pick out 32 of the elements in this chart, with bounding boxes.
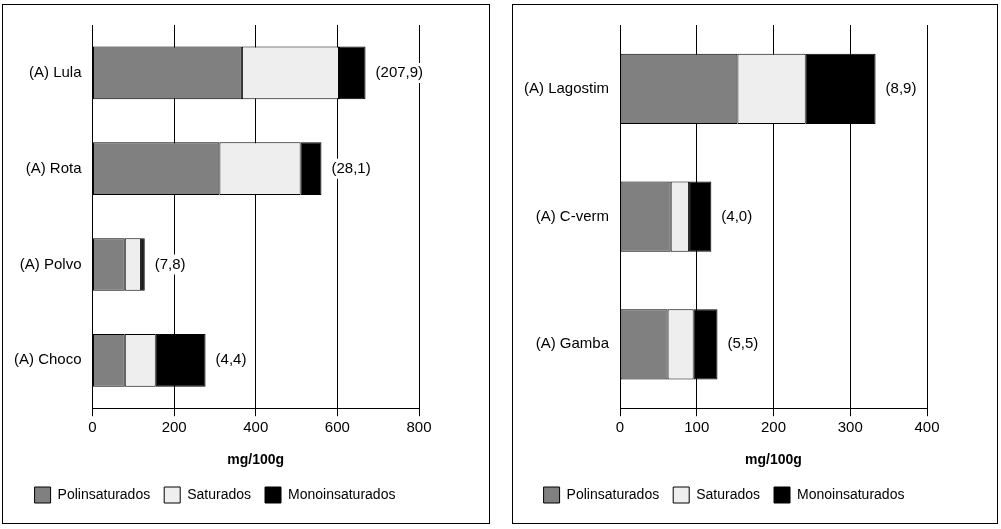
x-tick-label: 0 xyxy=(615,418,625,436)
y-tick-label: (A) Rota xyxy=(25,158,83,176)
x-tick-label: 200 xyxy=(161,418,187,436)
annotation: (8,9) xyxy=(885,79,917,97)
x-axis-title: mg/100g xyxy=(745,451,802,468)
legend-label: Polinsaturados xyxy=(57,485,151,502)
legend-label: Monoinsaturados xyxy=(797,485,905,502)
annotation: (207,9) xyxy=(375,63,424,81)
legend-label: Saturados xyxy=(187,485,252,502)
x-tick-label: 100 xyxy=(684,418,710,436)
y-tick-label: (A) Lagostim xyxy=(524,79,610,97)
x-tick-label: 600 xyxy=(324,418,350,436)
x-tick-label: 400 xyxy=(914,418,940,436)
y-tick-label: (A) Gamba xyxy=(535,334,610,352)
x-tick-label: 400 xyxy=(243,418,269,436)
legend-label: Monoinsaturados xyxy=(288,485,396,502)
annotation: (4,0) xyxy=(721,206,753,224)
x-tick-label: 200 xyxy=(761,418,787,436)
annotation: (4,4) xyxy=(215,350,247,368)
x-tick-label: 800 xyxy=(406,418,432,436)
legend-label: Saturados xyxy=(696,485,761,502)
annotation: (5,5) xyxy=(727,334,759,352)
y-tick-label: (A) C-verm xyxy=(535,206,610,224)
annotation: (28,1) xyxy=(331,158,371,176)
annotation: (7,8) xyxy=(154,254,186,272)
x-tick-label: 0 xyxy=(88,418,97,436)
y-tick-label: (A) Lula xyxy=(28,63,83,81)
y-tick-label: (A) Choco xyxy=(13,350,82,368)
x-axis-title: mg/100g xyxy=(227,451,285,468)
y-tick-label: (A) Polvo xyxy=(19,254,82,272)
x-tick-label: 300 xyxy=(837,418,863,436)
legend-label: Polinsaturados xyxy=(566,485,660,502)
